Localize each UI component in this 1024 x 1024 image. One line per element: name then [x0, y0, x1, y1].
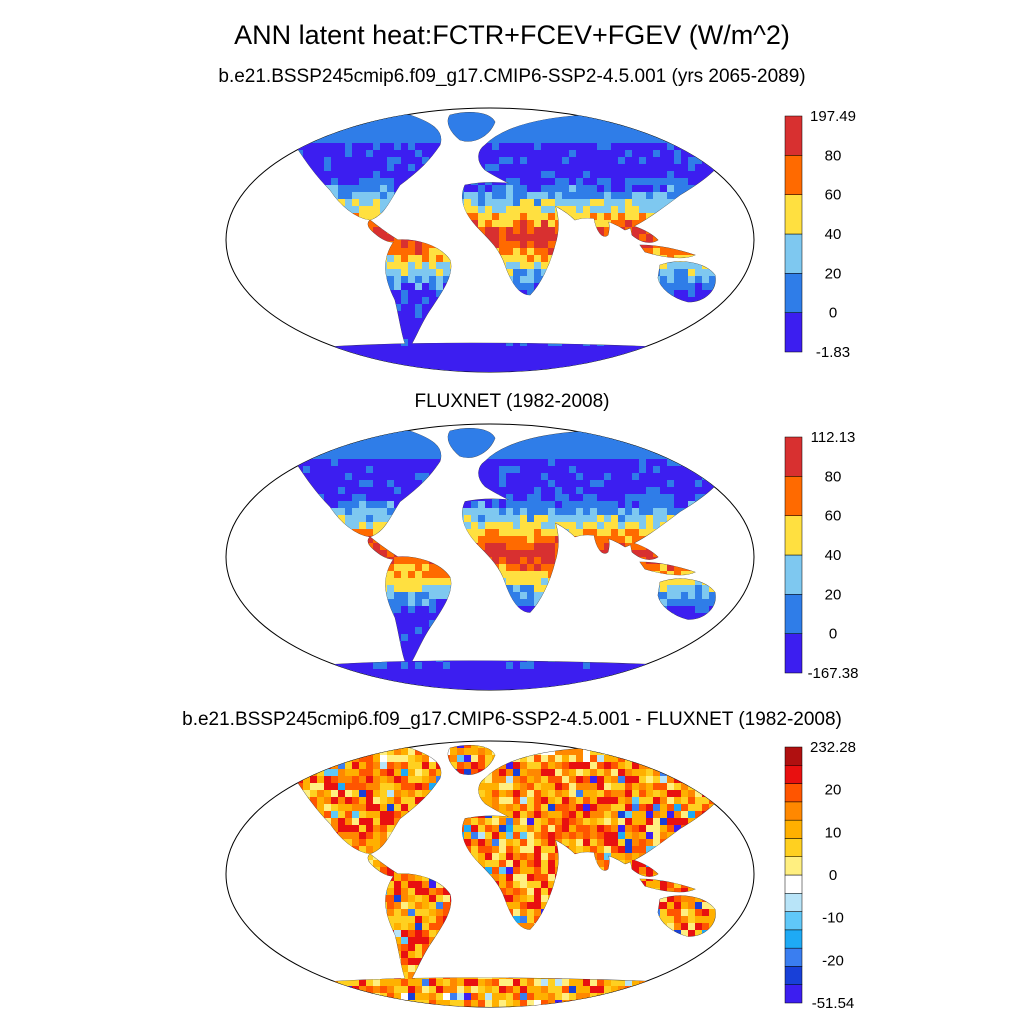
- map-panel-1: [225, 107, 755, 373]
- colorbar-swatch: [784, 746, 803, 766]
- colorbar-label: 112.13: [811, 429, 856, 446]
- main-title: ANN latent heat:FCTR+FCEV+FGEV (W/m^2): [234, 20, 790, 50]
- colorbar-label: 197.49: [810, 108, 856, 125]
- colorbar-swatch: [784, 633, 803, 674]
- colorbar-swatch: [784, 155, 803, 195]
- colorbar-swatch: [784, 273, 803, 313]
- colorbar-swatch: [784, 783, 803, 803]
- colorbar-swatch: [784, 594, 803, 634]
- colorbar-swatch: [784, 801, 803, 821]
- colorbar-label: 80: [825, 147, 842, 164]
- colorbar-swatch: [784, 436, 803, 477]
- panel-1-title: b.e21.BSSP245cmip6.f09_g17.CMIP6-SSP2-4.…: [218, 66, 806, 87]
- colorbar-label: 0: [829, 305, 837, 322]
- colorbar-label: -10: [822, 910, 844, 927]
- colorbar-swatch: [784, 947, 803, 967]
- colorbar-label: 40: [825, 226, 842, 243]
- colorbar-swatch: [784, 819, 803, 839]
- colorbar-label: 0: [829, 626, 837, 643]
- colorbar-label: 60: [825, 187, 842, 204]
- colorbar-swatch: [784, 929, 803, 949]
- grid-cells: [226, 741, 754, 1007]
- colorbar-swatch: [784, 966, 803, 985]
- colorbar-label: -1.83: [816, 344, 850, 361]
- colorbar-label: 20: [825, 782, 842, 799]
- colorbar-swatch: [784, 856, 803, 876]
- colorbar-swatch: [784, 984, 803, 1004]
- colorbar-label: -20: [822, 952, 844, 969]
- colorbar-label: 40: [825, 547, 842, 564]
- colorbar-label: 20: [825, 586, 842, 603]
- colorbar-2: 112.13 80 60 40 20 0 -167.38: [784, 429, 859, 682]
- colorbar-label: 232.28: [810, 739, 856, 756]
- colorbar-swatch: [784, 765, 803, 784]
- colorbar-swatch: [784, 874, 803, 894]
- panel-3-title: b.e21.BSSP245cmip6.f09_g17.CMIP6-SSP2-4.…: [182, 709, 842, 730]
- colorbar-swatch: [784, 893, 803, 912]
- colorbar-label: 60: [825, 508, 842, 525]
- grid-cells: [226, 108, 754, 372]
- colorbar-swatch: [784, 911, 803, 931]
- colorbar-swatch: [784, 115, 803, 156]
- colorbar-swatch: [784, 838, 803, 857]
- colorbar-label: -167.38: [808, 665, 859, 682]
- colorbar-label: 10: [825, 824, 842, 841]
- colorbar-swatch: [784, 554, 803, 595]
- panel-2-title: FLUXNET (1982-2008): [414, 391, 610, 412]
- map-panel-3: [225, 740, 755, 1008]
- colorbar-swatch: [784, 312, 803, 353]
- colorbar-swatch: [784, 233, 803, 274]
- colorbar-label: 20: [825, 265, 842, 282]
- colorbar-label: -51.54: [812, 995, 855, 1012]
- map-panel-2: [225, 423, 755, 691]
- colorbar-swatch: [784, 515, 803, 556]
- grid-cells: [226, 424, 754, 690]
- colorbar-label: 0: [829, 867, 837, 884]
- colorbar-swatch: [784, 476, 803, 516]
- colorbar-1: 197.49 80 60 40 20 0 -1.83: [784, 108, 856, 361]
- colorbar-3: 232.28 20 10 0 -10 -20 -51.54: [784, 739, 856, 1012]
- colorbar-label: 80: [825, 468, 842, 485]
- colorbar-swatch: [784, 194, 803, 235]
